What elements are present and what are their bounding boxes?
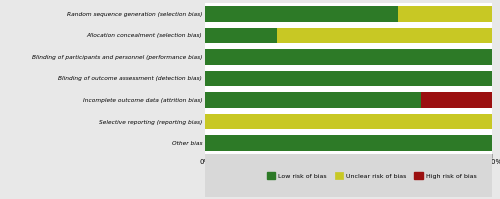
Bar — [205, 114, 492, 129]
Bar — [205, 6, 398, 21]
Bar — [420, 92, 492, 108]
Bar — [205, 49, 492, 65]
Bar — [398, 6, 492, 21]
Legend: Low risk of bias, Unclear risk of bias, High risk of bias: Low risk of bias, Unclear risk of bias, … — [266, 172, 477, 179]
Bar — [205, 71, 492, 86]
Bar — [277, 28, 492, 43]
Bar — [205, 28, 277, 43]
Bar — [205, 92, 420, 108]
Bar — [205, 135, 492, 151]
